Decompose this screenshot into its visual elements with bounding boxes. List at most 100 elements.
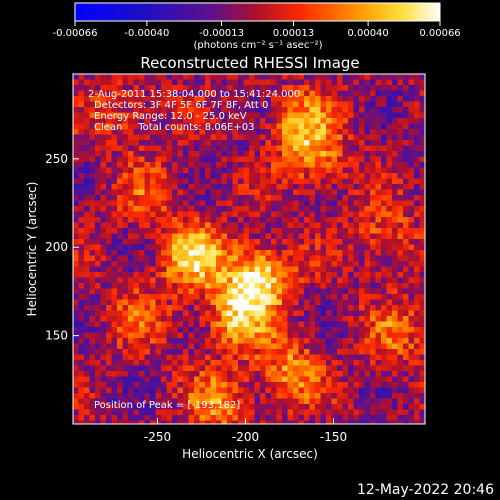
heatmap-cell — [337, 409, 344, 416]
heatmap-cell — [183, 178, 190, 185]
heatmap-cell — [177, 123, 184, 130]
heatmap-cell — [117, 321, 124, 328]
y-tick-label: 150 — [45, 329, 68, 343]
heatmap-cell — [315, 376, 322, 383]
heatmap-cell — [370, 85, 377, 92]
heatmap-cell — [419, 266, 425, 273]
heatmap-cell — [397, 321, 404, 328]
heatmap-cell — [326, 294, 333, 301]
heatmap-cell — [359, 266, 366, 273]
heatmap-cell — [221, 277, 228, 284]
heatmap-cell — [337, 288, 344, 295]
heatmap-cell — [326, 288, 333, 295]
heatmap-cell — [381, 74, 388, 81]
heatmap-cell — [282, 145, 289, 152]
heatmap-cell — [260, 134, 267, 141]
heatmap-cell — [282, 123, 289, 130]
heatmap-cell — [309, 217, 316, 224]
heatmap-cell — [227, 261, 234, 268]
heatmap-cell — [216, 167, 223, 174]
heatmap-cell — [353, 134, 360, 141]
heatmap-cell — [298, 206, 305, 213]
heatmap-cell — [150, 266, 157, 273]
heatmap-cell — [265, 255, 272, 262]
heatmap-cell — [100, 244, 107, 251]
heatmap-cell — [133, 96, 140, 103]
heatmap-cell — [199, 233, 206, 240]
heatmap-cell — [78, 393, 85, 400]
heatmap-cell — [221, 365, 228, 372]
heatmap-cell — [403, 101, 410, 108]
heatmap-cell — [271, 233, 278, 240]
heatmap-cell — [353, 184, 360, 191]
heatmap-cell — [183, 365, 190, 372]
heatmap-cell — [221, 217, 228, 224]
heatmap-cell — [298, 145, 305, 152]
heatmap-cell — [78, 277, 85, 284]
heatmap-cell — [331, 387, 338, 394]
heatmap-cell — [414, 118, 421, 125]
heatmap-cell — [254, 360, 261, 367]
heatmap-cell — [386, 376, 393, 383]
heatmap-cell — [150, 305, 157, 312]
heatmap-cell — [205, 316, 212, 323]
heatmap-cell — [408, 371, 415, 378]
heatmap-cell — [78, 343, 85, 350]
heatmap-cell — [133, 343, 140, 350]
heatmap-cell — [243, 211, 250, 218]
heatmap-cell — [133, 217, 140, 224]
heatmap-cell — [287, 371, 294, 378]
heatmap-cell — [381, 266, 388, 273]
heatmap-cell — [150, 233, 157, 240]
heatmap-cell — [166, 184, 173, 191]
heatmap-cell — [331, 129, 338, 136]
heatmap-cell — [293, 222, 300, 229]
heatmap-cell — [216, 398, 223, 405]
heatmap-cell — [199, 310, 206, 317]
heatmap-cell — [122, 294, 129, 301]
heatmap-cell — [89, 294, 96, 301]
heatmap-cell — [150, 371, 157, 378]
heatmap-cell — [254, 178, 261, 185]
heatmap-cell — [166, 365, 173, 372]
heatmap-cell — [304, 299, 311, 306]
heatmap-cell — [249, 217, 256, 224]
heatmap-cell — [221, 376, 228, 383]
heatmap-cell — [309, 85, 316, 92]
heatmap-cell — [188, 316, 195, 323]
heatmap-cell — [210, 327, 217, 334]
heatmap-cell — [287, 156, 294, 163]
heatmap-cell — [188, 283, 195, 290]
heatmap-cell — [205, 360, 212, 367]
heatmap-cell — [282, 250, 289, 257]
heatmap-cell — [117, 376, 124, 383]
heatmap-cell — [287, 101, 294, 108]
heatmap-cell — [183, 288, 190, 295]
heatmap-cell — [419, 299, 425, 306]
heatmap-cell — [238, 184, 245, 191]
heatmap-cell — [271, 222, 278, 229]
heatmap-cell — [309, 382, 316, 389]
heatmap-cell — [342, 305, 349, 312]
heatmap-cell — [172, 244, 179, 251]
heatmap-cell — [73, 107, 80, 114]
heatmap-cell — [309, 354, 316, 361]
heatmap-cell — [133, 420, 140, 424]
heatmap-cell — [359, 239, 366, 246]
heatmap-cell — [106, 404, 113, 411]
heatmap-cell — [331, 156, 338, 163]
heatmap-cell — [408, 74, 415, 81]
heatmap-cell — [84, 233, 91, 240]
heatmap-cell — [370, 415, 377, 422]
heatmap-cell — [216, 222, 223, 229]
heatmap-cell — [414, 415, 421, 422]
heatmap-cell — [89, 90, 96, 97]
heatmap-cell — [359, 420, 366, 424]
heatmap-cell — [249, 327, 256, 334]
heatmap-cell — [161, 420, 168, 424]
heatmap-cell — [408, 338, 415, 345]
heatmap-cell — [315, 343, 322, 350]
heatmap-cell — [199, 338, 206, 345]
heatmap-cell — [216, 360, 223, 367]
heatmap-cell — [265, 134, 272, 141]
